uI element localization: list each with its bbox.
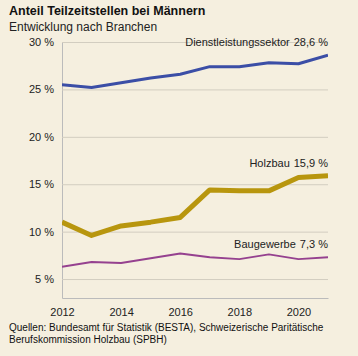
y-tick-label: 30 % [29, 36, 54, 48]
source: Quellen: Bundesamt für Statistik (BESTA)… [9, 322, 351, 346]
y-axis: 5 % 10 % 15 % 20 % 25 % 30 % [29, 36, 328, 298]
x-axis: 2012 2014 2016 2018 2020 [50, 298, 328, 318]
series-label: Holzbau 15,9 % [249, 157, 328, 169]
series-name: Holzbau [249, 157, 289, 169]
y-tick: 30 % [29, 36, 328, 48]
series-name: Dienstleistungssektor [185, 36, 290, 48]
grid-line [62, 89, 328, 90]
x-tick-label: 2016 [168, 306, 192, 318]
series-label: Baugewerbe 7,3 % [234, 238, 328, 250]
value-label: 15,9 % [294, 157, 328, 169]
grid-line [62, 137, 328, 138]
x-tick-label: 2012 [50, 306, 74, 318]
x-tick: 2016 [168, 298, 192, 318]
title: Anteil Teilzeitstellen bei Männern [9, 4, 205, 18]
chart: 5 %10 %15 %20 %25 %30 %20122014201620182… [0, 0, 358, 356]
plot: 5 %10 %15 %20 %25 %30 %20122014201620182… [29, 36, 329, 318]
series-line [62, 253, 328, 266]
subtitle: Entwicklung nach Branchen [9, 20, 157, 34]
series-labels: Dienstleistungssektor 28,6 % Holzbau 15,9 %… [185, 36, 328, 250]
x-tick: 2014 [109, 298, 133, 318]
x-axis-line [63, 298, 329, 299]
series-name: Baugewerbe [234, 238, 296, 250]
y-axis-line [62, 43, 63, 299]
x-tick: 2020 [287, 298, 311, 318]
x-tick: 2018 [228, 298, 252, 318]
series-line [62, 176, 328, 236]
x-tick-label: 2020 [287, 306, 311, 318]
x-tick-label: 2018 [228, 306, 252, 318]
grid-line [62, 279, 328, 280]
lines [62, 55, 328, 266]
y-tick-label: 20 % [29, 131, 54, 143]
x-tick: 2012 [50, 298, 74, 318]
y-tick: 20 % [29, 131, 328, 143]
value-label: 7,3 % [300, 238, 328, 250]
series-label: Dienstleistungssektor 28,6 % [185, 36, 328, 48]
y-tick-label: 10 % [29, 226, 54, 238]
y-tick-label: 15 % [29, 178, 54, 190]
y-tick-label: 25 % [29, 83, 54, 95]
value-label: 28,6 % [294, 36, 328, 48]
y-tick-label: 5 % [35, 273, 54, 285]
series-line [62, 55, 328, 87]
y-tick: 5 % [35, 273, 328, 285]
x-tick-label: 2014 [109, 306, 133, 318]
